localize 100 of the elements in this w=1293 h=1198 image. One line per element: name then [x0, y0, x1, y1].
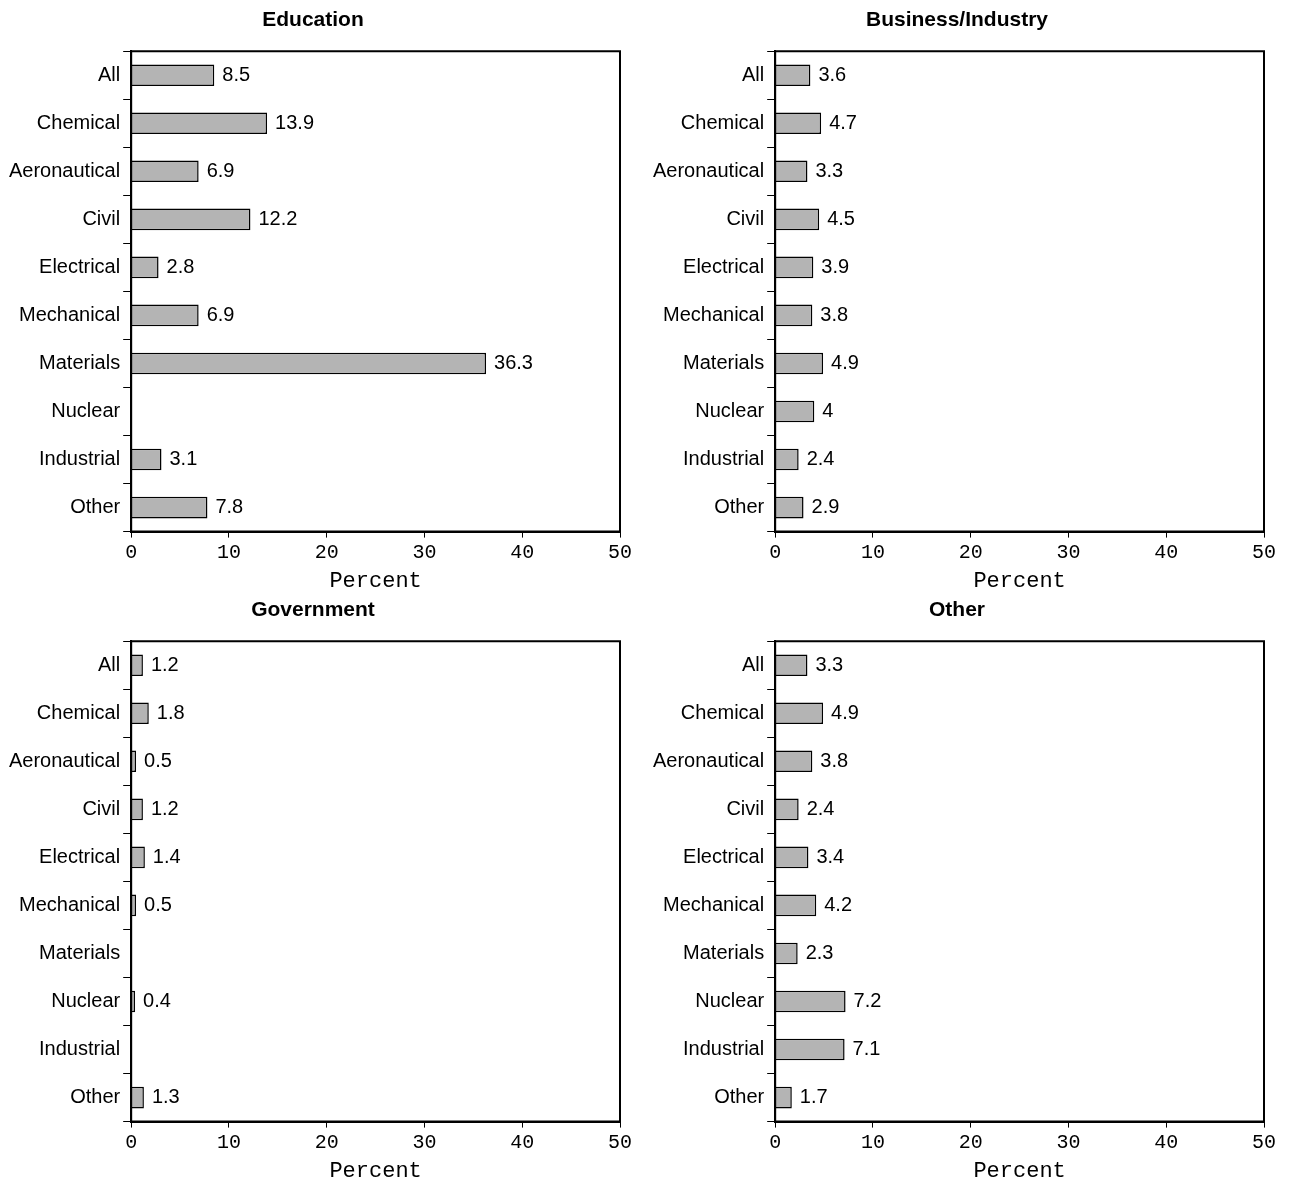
- y-tick-label: Chemical: [680, 110, 765, 133]
- data-label: 1.7: [799, 1085, 828, 1108]
- x-tick-label: 40: [1154, 540, 1179, 564]
- y-tick-label: Nuclear: [51, 399, 121, 422]
- x-tick-label: 0: [769, 540, 782, 564]
- x-tick-label: 20: [958, 1130, 983, 1154]
- y-tick-label: Materials: [39, 350, 121, 373]
- data-label: 3.4: [816, 844, 845, 867]
- x-tick-label: 30: [412, 1130, 437, 1154]
- y-tick-label: Other: [70, 1085, 121, 1108]
- data-label: 4.9: [831, 700, 859, 723]
- chart-title: Government: [251, 597, 375, 621]
- data-label: 3.6: [818, 62, 847, 85]
- data-label: 2.4: [806, 796, 835, 819]
- y-tick-label: Industrial: [683, 447, 765, 470]
- y-tick-label: Mechanical: [19, 892, 121, 915]
- data-label: 4.2: [824, 892, 853, 915]
- y-tick-label: Industrial: [683, 1037, 765, 1060]
- y-tick-label: Mechanical: [663, 892, 765, 915]
- y-tick-label: Chemical: [36, 700, 121, 723]
- y-tick-label: Civil: [726, 206, 765, 229]
- y-tick-label: Electrical: [683, 844, 765, 867]
- y-tick-label: Industrial: [39, 1037, 121, 1060]
- y-tick-label: Nuclear: [695, 399, 765, 422]
- data-label: 3.9: [821, 254, 850, 277]
- data-label: 12.2: [258, 206, 298, 229]
- chart-title: Education: [262, 7, 364, 31]
- data-label: 4.7: [829, 110, 857, 133]
- data-label: 3.3: [815, 158, 844, 181]
- x-tick-label: 10: [860, 1130, 885, 1154]
- x-tick-label: 10: [860, 540, 885, 564]
- data-label: 1.4: [152, 844, 181, 867]
- data-label: 0.4: [143, 989, 171, 1012]
- x-tick-label: 40: [1154, 1130, 1179, 1154]
- data-label: 3.3: [815, 652, 844, 675]
- x-tick-label: 50: [607, 1130, 633, 1154]
- data-label: 3.8: [820, 748, 849, 771]
- data-label: 2.8: [166, 254, 195, 277]
- data-label: 1.2: [150, 652, 179, 675]
- y-tick-label: Nuclear: [695, 989, 765, 1012]
- data-label: 4.5: [827, 206, 855, 229]
- y-tick-label: All: [741, 652, 765, 675]
- x-tick-label: 30: [1056, 1130, 1081, 1154]
- data-label: 6.9: [206, 158, 235, 181]
- y-tick-label: Electrical: [39, 844, 121, 867]
- data-label: 4: [822, 399, 834, 422]
- y-tick-label: Chemical: [680, 700, 765, 723]
- x-tick-label: 20: [314, 540, 339, 564]
- x-tick-label: 40: [510, 540, 535, 564]
- y-tick-label: All: [97, 62, 121, 85]
- data-label: 2.4: [806, 447, 835, 470]
- y-tick-label: Aeronautical: [8, 158, 121, 181]
- x-tick-label: 0: [769, 1130, 782, 1154]
- y-tick-label: Civil: [726, 796, 765, 819]
- data-label: 8.5: [222, 62, 251, 85]
- x-axis-title: Percent: [329, 568, 422, 594]
- y-tick-label: Civil: [82, 206, 121, 229]
- y-tick-label: Nuclear: [51, 989, 121, 1012]
- y-tick-label: Civil: [82, 796, 121, 819]
- y-tick-label: Materials: [683, 940, 765, 963]
- x-tick-label: 10: [216, 540, 241, 564]
- x-tick-label: 40: [510, 1130, 535, 1154]
- data-label: 2.9: [811, 495, 840, 518]
- y-tick-label: Mechanical: [663, 302, 765, 325]
- data-label: 36.3: [494, 350, 533, 373]
- y-tick-label: Electrical: [683, 254, 765, 277]
- x-tick-label: 30: [412, 540, 437, 564]
- y-tick-label: Aeronautical: [652, 158, 765, 181]
- x-tick-label: 0: [125, 1130, 138, 1154]
- x-tick-label: 10: [216, 1130, 241, 1154]
- x-axis-title: Percent: [973, 1158, 1066, 1184]
- data-label: 7.1: [852, 1037, 881, 1060]
- y-tick-label: All: [741, 62, 765, 85]
- data-label: 0.5: [144, 748, 172, 771]
- y-tick-label: Materials: [39, 940, 121, 963]
- data-label: 2.3: [805, 940, 834, 963]
- y-tick-label: Other: [714, 1085, 765, 1108]
- x-tick-label: 50: [1251, 1130, 1277, 1154]
- y-tick-label: Aeronautical: [8, 748, 121, 771]
- x-tick-label: 30: [1056, 540, 1081, 564]
- data-label: 3.1: [169, 447, 198, 470]
- data-label: 1.3: [151, 1085, 180, 1108]
- y-tick-label: Aeronautical: [652, 748, 765, 771]
- x-tick-label: 50: [607, 540, 633, 564]
- y-tick-label: All: [97, 652, 121, 675]
- chart-title: Business/Industry: [865, 7, 1049, 31]
- data-label: 7.8: [215, 495, 244, 518]
- x-tick-label: 20: [958, 540, 983, 564]
- data-label: 3.8: [820, 302, 849, 325]
- data-label: 1.2: [150, 796, 179, 819]
- x-tick-label: 50: [1251, 540, 1277, 564]
- y-tick-label: Electrical: [39, 254, 121, 277]
- y-tick-label: Industrial: [39, 447, 121, 470]
- y-tick-label: Other: [714, 495, 765, 518]
- x-tick-label: 0: [125, 540, 138, 564]
- y-tick-label: Chemical: [36, 110, 121, 133]
- data-label: 0.5: [144, 892, 172, 915]
- y-tick-label: Mechanical: [19, 302, 121, 325]
- data-label: 7.2: [853, 989, 882, 1012]
- y-tick-label: Materials: [683, 350, 765, 373]
